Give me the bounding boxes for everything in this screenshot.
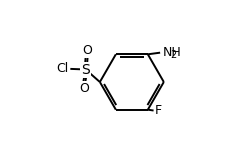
Text: Cl: Cl [56,62,69,75]
Text: O: O [79,82,89,95]
Text: O: O [82,44,92,57]
Text: 2: 2 [171,50,177,60]
Text: F: F [155,104,162,117]
Text: S: S [81,63,90,77]
Text: NH: NH [163,46,181,59]
